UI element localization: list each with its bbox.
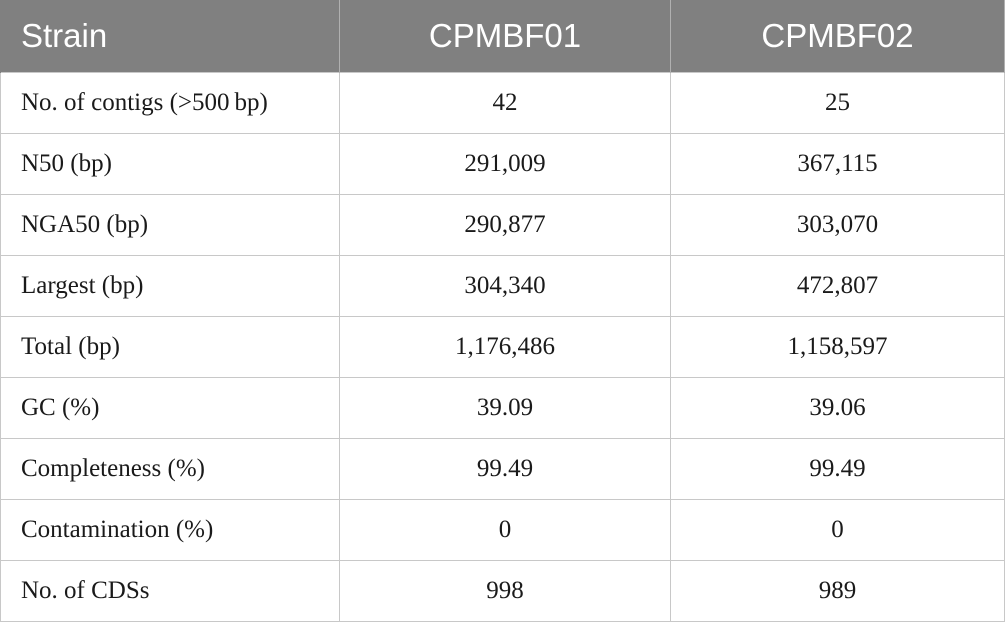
table-body: No. of contigs (>500 bp) 42 25 N50 (bp) … xyxy=(0,72,1005,622)
genome-assembly-stats-table: Strain CPMBF01 CPMBF02 No. of contigs (>… xyxy=(0,0,1005,622)
table-row: Total (bp) 1,176,486 1,158,597 xyxy=(0,316,1005,378)
cell-cpmbf01: 290,877 xyxy=(339,194,671,256)
row-label: No. of contigs (>500 bp) xyxy=(0,72,340,134)
row-label: N50 (bp) xyxy=(0,133,340,195)
row-label: Total (bp) xyxy=(0,316,340,378)
cell-cpmbf02: 303,070 xyxy=(670,194,1005,256)
table-row: Contamination (%) 0 0 xyxy=(0,499,1005,561)
table-row: GC (%) 39.09 39.06 xyxy=(0,377,1005,439)
cell-cpmbf02: 989 xyxy=(670,560,1005,622)
cell-cpmbf02: 0 xyxy=(670,499,1005,561)
table-row: NGA50 (bp) 290,877 303,070 xyxy=(0,194,1005,256)
cell-cpmbf01: 0 xyxy=(339,499,671,561)
table-row: Completeness (%) 99.49 99.49 xyxy=(0,438,1005,500)
row-label: NGA50 (bp) xyxy=(0,194,340,256)
row-label: Contamination (%) xyxy=(0,499,340,561)
cell-cpmbf02: 367,115 xyxy=(670,133,1005,195)
cell-cpmbf01: 291,009 xyxy=(339,133,671,195)
cell-cpmbf02: 1,158,597 xyxy=(670,316,1005,378)
header-cpmbf02: CPMBF02 xyxy=(670,0,1005,73)
cell-cpmbf01: 1,176,486 xyxy=(339,316,671,378)
cell-cpmbf01: 304,340 xyxy=(339,255,671,317)
cell-cpmbf01: 39.09 xyxy=(339,377,671,439)
table-header: Strain CPMBF01 CPMBF02 xyxy=(0,0,1005,73)
cell-cpmbf02: 472,807 xyxy=(670,255,1005,317)
header-row: Strain CPMBF01 CPMBF02 xyxy=(0,0,1005,73)
table-row: Largest (bp) 304,340 472,807 xyxy=(0,255,1005,317)
cell-cpmbf02: 39.06 xyxy=(670,377,1005,439)
header-cpmbf01: CPMBF01 xyxy=(339,0,671,73)
header-strain: Strain xyxy=(0,0,340,73)
row-label: No. of CDSs xyxy=(0,560,340,622)
table-row: No. of CDSs 998 989 xyxy=(0,560,1005,622)
table-row: No. of contigs (>500 bp) 42 25 xyxy=(0,72,1005,134)
row-label: Completeness (%) xyxy=(0,438,340,500)
table-row: N50 (bp) 291,009 367,115 xyxy=(0,133,1005,195)
row-label: GC (%) xyxy=(0,377,340,439)
cell-cpmbf01: 99.49 xyxy=(339,438,671,500)
cell-cpmbf01: 42 xyxy=(339,72,671,134)
row-label: Largest (bp) xyxy=(0,255,340,317)
cell-cpmbf02: 25 xyxy=(670,72,1005,134)
cell-cpmbf01: 998 xyxy=(339,560,671,622)
cell-cpmbf02: 99.49 xyxy=(670,438,1005,500)
